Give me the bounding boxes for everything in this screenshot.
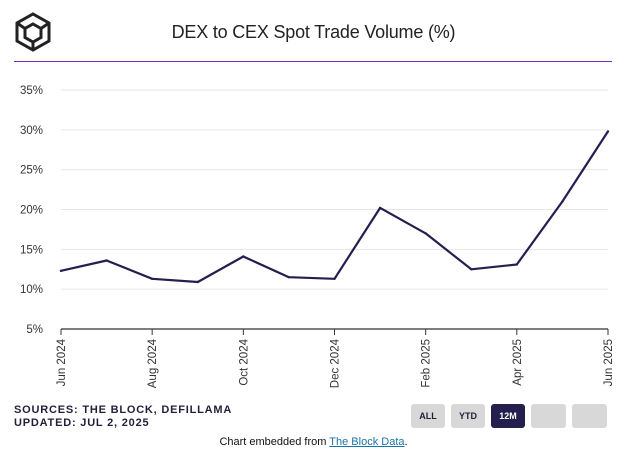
data-point xyxy=(59,269,63,273)
the-block-logo xyxy=(15,12,51,52)
y-tick-label: 35% xyxy=(20,85,43,97)
grid-lines xyxy=(61,89,608,330)
x-tick-label: Apr 2025 xyxy=(512,339,524,386)
range-ytd-button[interactable]: YTD xyxy=(451,404,485,428)
x-tick-label: Jun 2024 xyxy=(56,338,68,386)
data-point xyxy=(561,200,564,203)
chart-title: DEX to CEX Spot Trade Volume (%) xyxy=(171,22,456,42)
data-point xyxy=(515,263,519,266)
y-tick-label: 30% xyxy=(20,125,43,137)
line-chart: 5% 10% 15% 20% 25% 30% 35% Jun 2024 Aug 2024 Oct… xyxy=(20,85,615,388)
data-point xyxy=(378,206,382,210)
embed-prefix: Chart embedded from xyxy=(219,436,330,448)
sources-block: SOURCES: THE BLOCK, DEFILLAMA UPDATED: J… xyxy=(14,404,232,430)
data-point xyxy=(196,280,199,284)
series-line xyxy=(60,130,609,284)
the-block-data-link[interactable]: The Block Data xyxy=(329,436,405,448)
range-extra-button-1[interactable] xyxy=(531,404,566,428)
embed-suffix: . xyxy=(404,436,408,448)
data-point xyxy=(606,130,610,133)
series-layer xyxy=(59,130,610,284)
updated-text: UPDATED: JUL 2, 2025 xyxy=(14,417,150,429)
data-point xyxy=(150,277,154,281)
embed-credit: Chart embedded from The Block Data. xyxy=(0,436,627,448)
range-buttons: ALL YTD 12M xyxy=(411,404,607,428)
data-point xyxy=(470,268,473,271)
y-tick-label: 25% xyxy=(20,165,43,177)
range-all-button[interactable]: ALL xyxy=(411,404,445,428)
title-divider xyxy=(14,61,612,62)
y-tick-label: 10% xyxy=(20,284,43,296)
x-tick-label: Feb 2025 xyxy=(421,339,433,388)
range-12m-button[interactable]: 12M xyxy=(491,404,525,428)
y-tick-label: 15% xyxy=(20,244,43,256)
x-tick-label: Oct 2024 xyxy=(238,338,250,385)
x-tick-label: Aug 2024 xyxy=(147,338,159,388)
range-extra-button-2[interactable] xyxy=(572,404,607,428)
data-point xyxy=(287,276,291,279)
x-tick-label: Jun 2025 xyxy=(603,339,615,386)
data-point xyxy=(242,255,245,258)
y-tick-label: 20% xyxy=(20,205,43,217)
data-point xyxy=(105,259,108,262)
y-tick-label: 5% xyxy=(26,324,43,336)
y-axis-ticks: 5% 10% 15% 20% 25% 30% 35% xyxy=(20,85,43,336)
x-tick-label: Dec 2024 xyxy=(330,338,342,388)
sources-text: SOURCES: THE BLOCK, DEFILLAMA xyxy=(14,404,233,416)
data-point xyxy=(424,232,427,235)
x-axis-ticks: Jun 2024 Aug 2024 Oct 2024 Dec 2024 Feb 2025… xyxy=(56,329,615,388)
data-point xyxy=(333,277,336,281)
